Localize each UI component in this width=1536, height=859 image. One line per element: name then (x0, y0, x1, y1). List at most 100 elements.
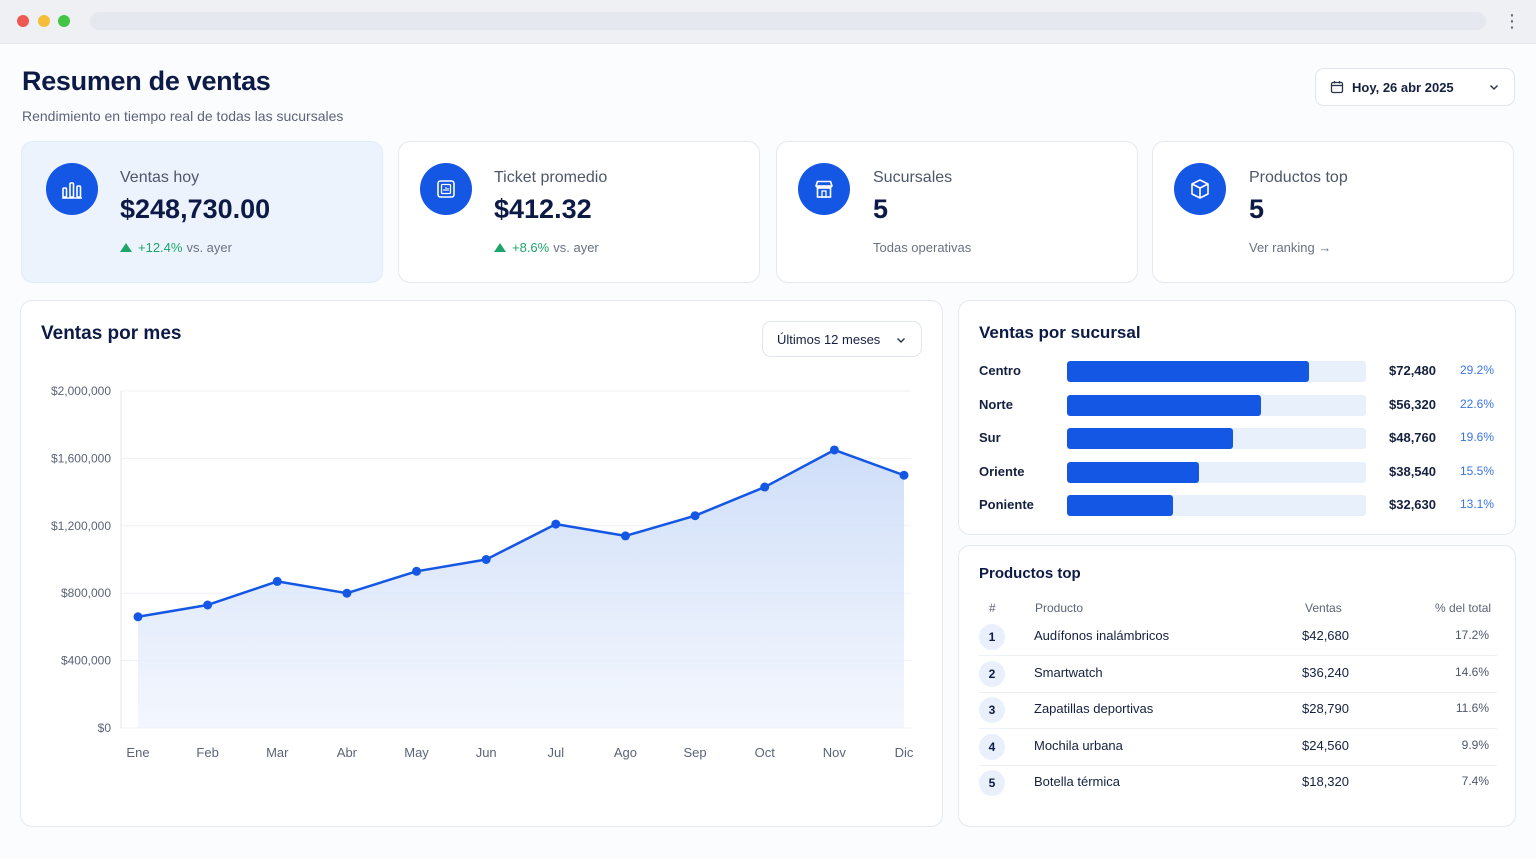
kpi-value: 5 (873, 194, 889, 224)
branch-percent: 15.5% (1460, 463, 1495, 478)
column-header-share: % del total (1435, 601, 1492, 615)
branch-row-sur[interactable]: Sur $48,760 19.6% (979, 428, 1499, 450)
table-row[interactable]: 3 Zapatillas deportivas $28,790 11.6% (979, 693, 1497, 729)
x-tick-label: Mar (266, 745, 289, 760)
kpi-label: Ticket promedio (494, 169, 608, 186)
range-select-label: Últimos 12 meses (777, 331, 881, 347)
x-tick-label: Jul (548, 745, 565, 760)
product-share: 17.2% (1454, 628, 1489, 642)
x-tick-label: May (404, 745, 429, 760)
more-options-icon[interactable]: ⋮ (1503, 11, 1521, 31)
product-sales: $24,560 (1302, 737, 1349, 753)
branch-amount: $56,320 (1389, 396, 1436, 412)
kpi-card-productos-top[interactable]: Productos top 5 Ver ranking → (1152, 141, 1514, 283)
kpi-change: +8.6% vs. ayer (494, 240, 599, 255)
close-window-button[interactable] (17, 15, 29, 27)
branch-name: Centro (979, 363, 1021, 378)
data-point-jul[interactable] (551, 519, 561, 529)
x-tick-label: Jun (476, 745, 497, 760)
chevron-down-icon (897, 338, 905, 343)
branch-percent: 19.6% (1460, 430, 1495, 444)
branch-row-norte[interactable]: Norte $56,320 22.6% (979, 394, 1499, 417)
data-point-jun[interactable] (481, 555, 491, 564)
product-name: Audífonos inalámbricos (1034, 628, 1170, 643)
data-point-sep[interactable] (690, 511, 700, 521)
top-products-title: Productos top (979, 565, 1081, 582)
dashboard-page: Resumen de ventas Rendimiento en tiempo … (0, 44, 1536, 859)
x-tick-label: Dic (895, 745, 914, 760)
branch-row-centro[interactable]: Centro $72,480 29.2% (979, 361, 1499, 383)
data-point-ene[interactable] (133, 612, 143, 622)
column-header-sales: Ventas (1305, 601, 1342, 615)
kpi-card-ticket-promedio[interactable]: Ticket promedio $412.32 +8.6% vs. ayer (398, 141, 760, 283)
data-point-dic[interactable] (899, 470, 909, 480)
product-name: Botella térmica (1034, 774, 1120, 789)
monthly-sales-panel: Ventas por mes Últimos 12 meses $2,000,0… (20, 300, 943, 827)
y-tick-label: $1,200,000 (51, 519, 111, 533)
product-sales: $18,320 (1302, 774, 1349, 789)
data-point-feb[interactable] (203, 600, 213, 610)
table-row[interactable]: 2 Smartwatch $36,240 14.6% (979, 657, 1497, 693)
data-point-abr[interactable] (342, 588, 352, 598)
branch-name: Poniente (979, 497, 1034, 512)
branch-row-poniente[interactable]: Poniente $32,630 13.1% (979, 495, 1499, 517)
x-tick-label: Nov (823, 745, 847, 760)
product-sales: $42,680 (1302, 628, 1349, 643)
branch-name: Oriente (979, 463, 1025, 479)
view-ranking-link[interactable]: Ver ranking → (1249, 240, 1332, 255)
sales-line (137, 448, 905, 619)
range-select[interactable]: Últimos 12 meses (762, 321, 922, 357)
branch-sales-title: Ventas por sucursal (979, 323, 1141, 342)
branch-amount: $72,480 (1389, 363, 1436, 378)
y-tick-label: $2,000,000 (51, 384, 111, 398)
kpi-change-value: +8.6% (512, 240, 550, 255)
kpi-change: +12.4% vs. ayer (120, 240, 232, 255)
branch-amount: $32,630 (1389, 497, 1436, 512)
data-point-mar[interactable] (272, 576, 282, 586)
kpi-value: $412.32 (494, 194, 592, 224)
data-point-oct[interactable] (760, 482, 770, 492)
rank-badge: 4 (979, 733, 1005, 760)
data-point-may[interactable] (412, 566, 422, 576)
page-subtitle: Rendimiento en tiempo real de todas las … (22, 108, 344, 124)
branch-bar-track (1067, 394, 1366, 416)
branch-bar-fill (1067, 361, 1310, 382)
branch-bar-track (1067, 461, 1366, 483)
monthly-sales-title: Ventas por mes (41, 323, 182, 344)
x-tick-label: Sep (684, 745, 707, 760)
branch-bar-track (1067, 495, 1366, 516)
date-picker-button[interactable]: Hoy, 26 abr 2025 (1315, 68, 1515, 106)
product-share: 7.4% (1461, 774, 1489, 788)
sales-area (138, 449, 904, 728)
address-bar[interactable] (90, 12, 1486, 30)
product-share: 9.9% (1461, 737, 1489, 752)
table-row[interactable]: 5 Botella térmica $18,320 7.4% (979, 766, 1497, 802)
maximize-window-button[interactable] (58, 15, 70, 27)
kpi-change-value: +12.4% (138, 240, 183, 255)
rank-badge: 5 (979, 770, 1005, 796)
trend-up-icon (120, 243, 132, 252)
branch-bar-fill (1067, 394, 1262, 416)
minimize-window-button[interactable] (38, 15, 50, 27)
kpi-card-sucursales[interactable]: Sucursales 5 Todas operativas (776, 141, 1138, 283)
data-point-ago[interactable] (620, 531, 630, 541)
branch-bar-track (1067, 428, 1366, 449)
kpi-value: $248,730.00 (120, 194, 271, 224)
chevron-down-icon (1490, 85, 1498, 90)
kpi-value: 5 (1249, 194, 1265, 224)
y-tick-label: $0 (98, 721, 112, 735)
y-tick-label: $400,000 (61, 654, 111, 668)
table-row[interactable]: 4 Mochila urbana $24,560 9.9% (979, 730, 1497, 766)
kpi-label: Productos top (1249, 169, 1348, 186)
x-tick-label: Ago (614, 745, 637, 760)
data-point-nov[interactable] (829, 445, 839, 455)
branch-bar-track (1067, 361, 1366, 382)
branch-percent: 29.2% (1460, 363, 1495, 377)
product-name: Zapatillas deportivas (1034, 701, 1154, 716)
table-row[interactable]: 1 Audífonos inalámbricos $42,680 17.2% (979, 620, 1497, 656)
branch-row-oriente[interactable]: Oriente $38,540 15.5% (979, 461, 1499, 484)
kpi-card-ventas-hoy[interactable]: Ventas hoy $248,730.00 +12.4% vs. ayer (21, 141, 383, 283)
branch-sales-panel: Ventas por sucursal Centro $72,480 29.2%… (958, 300, 1516, 535)
kpi-change-note: vs. ayer (186, 240, 232, 255)
receipt-icon (420, 163, 472, 215)
